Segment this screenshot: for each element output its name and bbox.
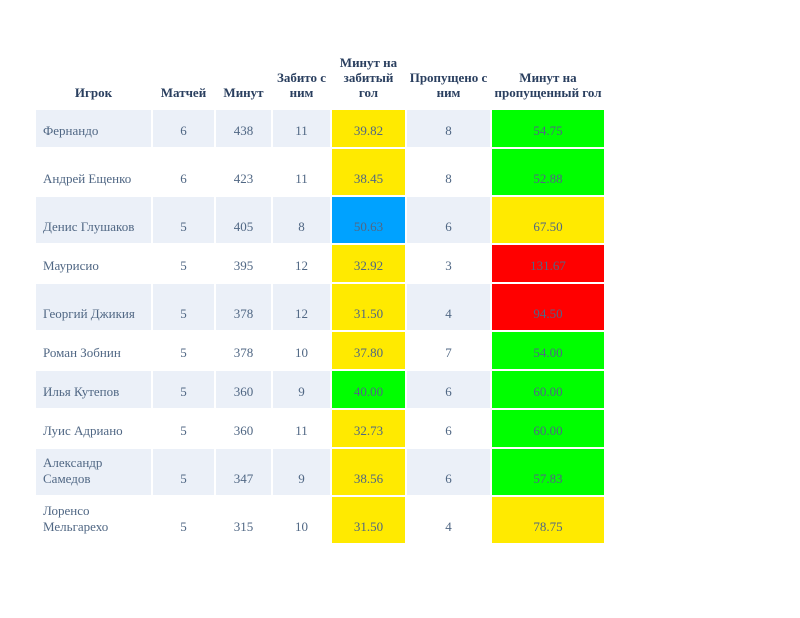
cell-minutes: 360: [216, 410, 271, 447]
cell-min-per-conceded: 54.75: [492, 110, 604, 147]
header-player: Игрок: [74, 85, 113, 100]
cell-scored: 11: [273, 110, 330, 147]
cell-matches: 5: [153, 371, 214, 408]
cell-minutes: 423: [216, 149, 271, 195]
cell-player: Лоренсо Мельгарехо: [36, 497, 151, 543]
cell-scored: 9: [273, 449, 330, 495]
cell-min-per-scored: 32.92: [332, 245, 405, 282]
cell-matches: 5: [153, 332, 214, 369]
cell-conceded: 8: [407, 149, 490, 195]
header-min-per-conceded: Минут на пропущенный гол: [494, 70, 602, 100]
cell-min-per-scored: 38.45: [332, 149, 405, 195]
table-row: Андрей Ещенко 6 423 11 38.45 8 52.88: [36, 149, 604, 195]
cell-min-per-scored: 38.56: [332, 449, 405, 495]
cell-minutes: 360: [216, 371, 271, 408]
cell-min-per-scored: 31.50: [332, 284, 405, 330]
cell-conceded: 6: [407, 410, 490, 447]
cell-matches: 6: [153, 110, 214, 147]
cell-minutes: 438: [216, 110, 271, 147]
cell-matches: 5: [153, 245, 214, 282]
cell-matches: 5: [153, 497, 214, 543]
table-row: Лоренсо Мельгарехо 5 315 10 31.50 4 78.75: [36, 497, 604, 543]
cell-minutes: 405: [216, 197, 271, 243]
cell-min-per-scored: 40.00: [332, 371, 405, 408]
cell-min-per-conceded: 54.00: [492, 332, 604, 369]
header-scored: Забито с ним: [276, 70, 327, 100]
cell-minutes: 395: [216, 245, 271, 282]
cell-minutes: 378: [216, 332, 271, 369]
table-body: Фернандо 6 438 11 39.82 8 54.75 Андрей Ещенко 6 4…: [36, 110, 604, 543]
cell-player: Маурисио: [36, 245, 151, 282]
cell-player: Роман Зобнин: [36, 332, 151, 369]
cell-conceded: 4: [407, 497, 490, 543]
cell-matches: 5: [153, 449, 214, 495]
cell-player: Александр Самедов: [36, 449, 151, 495]
cell-min-per-scored: 50.63: [332, 197, 405, 243]
header-min-per-scored: Минут на забитый гол: [339, 55, 398, 100]
cell-conceded: 6: [407, 197, 490, 243]
cell-min-per-conceded: 67.50: [492, 197, 604, 243]
cell-min-per-conceded: 52.88: [492, 149, 604, 195]
cell-conceded: 7: [407, 332, 490, 369]
cell-matches: 6: [153, 149, 214, 195]
cell-minutes: 315: [216, 497, 271, 543]
cell-conceded: 8: [407, 110, 490, 147]
cell-conceded: 3: [407, 245, 490, 282]
table-row: Фернандо 6 438 11 39.82 8 54.75: [36, 110, 604, 147]
cell-scored: 8: [273, 197, 330, 243]
cell-player: Илья Кутепов: [36, 371, 151, 408]
table-row: Георгий Джикия 5 378 12 31.50 4 94.50: [36, 284, 604, 330]
cell-scored: 11: [273, 410, 330, 447]
table-row: Маурисио 5 395 12 32.92 3 131.67: [36, 245, 604, 282]
cell-matches: 5: [153, 410, 214, 447]
cell-min-per-scored: 37.80: [332, 332, 405, 369]
cell-min-per-scored: 32.73: [332, 410, 405, 447]
cell-matches: 5: [153, 197, 214, 243]
cell-scored: 10: [273, 497, 330, 543]
cell-scored: 10: [273, 332, 330, 369]
cell-conceded: 6: [407, 449, 490, 495]
cell-matches: 5: [153, 284, 214, 330]
cell-minutes: 347: [216, 449, 271, 495]
cell-conceded: 6: [407, 371, 490, 408]
player-stats-table: Игрок Матчей Минут Забито с ним Минут на…: [34, 48, 606, 545]
cell-conceded: 4: [407, 284, 490, 330]
cell-min-per-conceded: 131.67: [492, 245, 604, 282]
table-row: Илья Кутепов 5 360 9 40.00 6 60.00: [36, 371, 604, 408]
cell-min-per-conceded: 60.00: [492, 371, 604, 408]
cell-scored: 12: [273, 284, 330, 330]
cell-minutes: 378: [216, 284, 271, 330]
cell-player: Денис Глушаков: [36, 197, 151, 243]
cell-player: Андрей Ещенко: [36, 149, 151, 195]
cell-scored: 12: [273, 245, 330, 282]
cell-scored: 11: [273, 149, 330, 195]
cell-min-per-conceded: 60.00: [492, 410, 604, 447]
header-minutes: Минут: [223, 85, 264, 100]
table-row: Роман Зобнин 5 378 10 37.80 7 54.00: [36, 332, 604, 369]
cell-player: Фернандо: [36, 110, 151, 147]
cell-min-per-scored: 39.82: [332, 110, 405, 147]
cell-player: Луис Адриано: [36, 410, 151, 447]
table-row: Денис Глушаков 5 405 8 50.63 6 67.50: [36, 197, 604, 243]
header-row: Игрок Матчей Минут Забито с ним Минут на…: [36, 50, 604, 108]
cell-min-per-conceded: 78.75: [492, 497, 604, 543]
cell-min-per-scored: 31.50: [332, 497, 405, 543]
table-row: Александр Самедов 5 347 9 38.56 6 57.83: [36, 449, 604, 495]
header-matches: Матчей: [160, 85, 207, 100]
cell-scored: 9: [273, 371, 330, 408]
cell-min-per-conceded: 57.83: [492, 449, 604, 495]
header-conceded: Пропущено с ним: [409, 70, 488, 100]
cell-player: Георгий Джикия: [36, 284, 151, 330]
cell-min-per-conceded: 94.50: [492, 284, 604, 330]
table-row: Луис Адриано 5 360 11 32.73 6 60.00: [36, 410, 604, 447]
